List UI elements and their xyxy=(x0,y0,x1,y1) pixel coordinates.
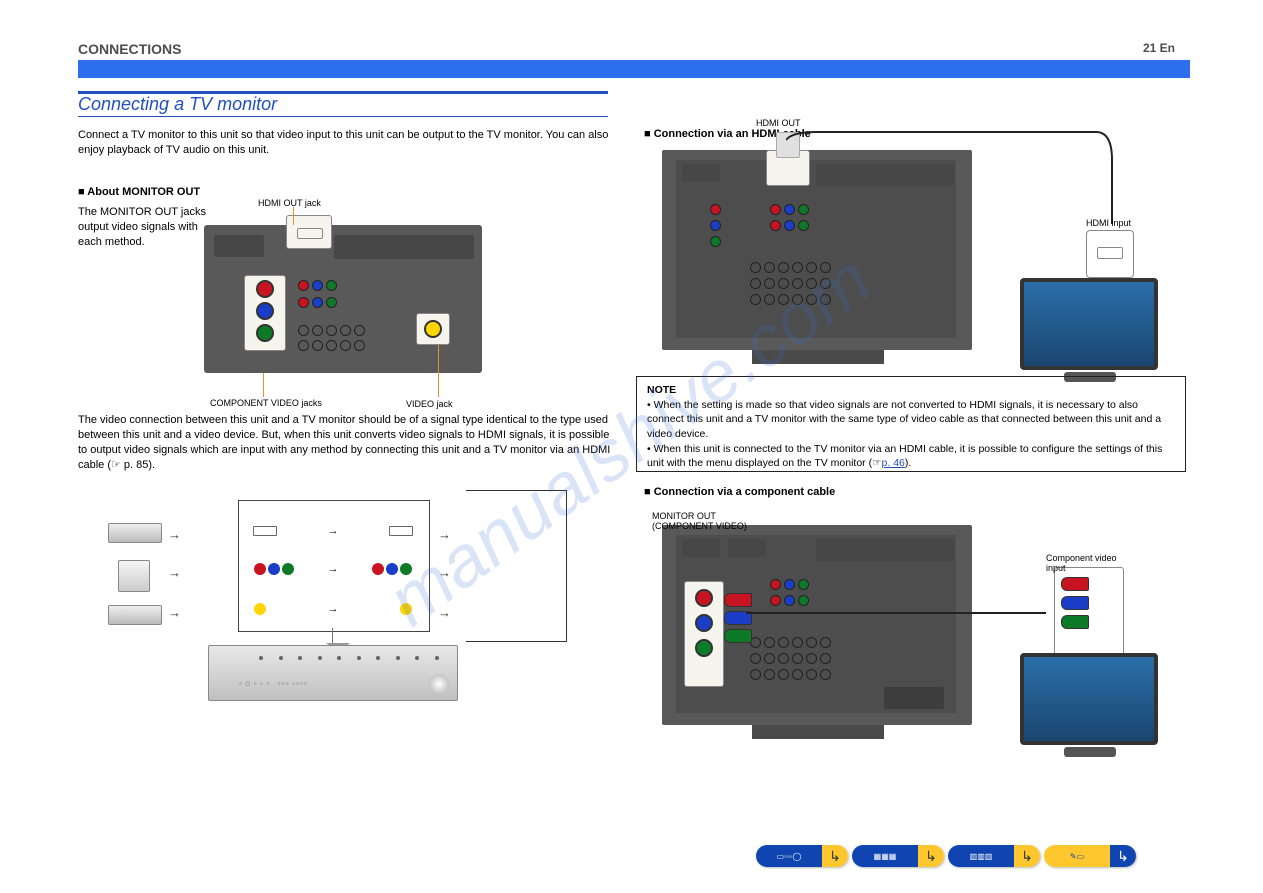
display-nav-button[interactable]: ▥▥▥↳ xyxy=(948,845,1040,867)
receiver-role-text: The video connection between this unit a… xyxy=(78,413,618,472)
routing-row: → xyxy=(253,563,413,575)
label-component: COMPONENT VIDEO jacks xyxy=(210,398,322,408)
section-title: Connecting a TV monitor xyxy=(78,94,277,115)
front-panel-nav-button[interactable]: ▭◦◦◦◯↳ xyxy=(756,845,848,867)
cable-line xyxy=(746,609,1056,629)
cable-line xyxy=(786,130,1126,250)
component-out-highlight xyxy=(684,581,724,687)
page-ref-link[interactable]: p. 46 xyxy=(882,457,905,469)
video-highlight xyxy=(416,313,450,345)
component-highlight xyxy=(244,275,286,351)
hdmi-connection-diagram: HDMI OUT HDMI input xyxy=(662,150,1152,372)
fig2-title: ■ Connection via a component cable xyxy=(644,486,835,498)
leader-line xyxy=(293,207,294,225)
note-bullet: When the setting is made so that video s… xyxy=(647,399,1161,440)
source-device-icon xyxy=(108,605,162,625)
rear-panel-nav-button[interactable]: ▦▦▦↳ xyxy=(852,845,944,867)
monitor-out-diagram xyxy=(204,225,482,373)
label-component-input: Component video input xyxy=(1046,553,1136,573)
intro-text: Connect a TV monitor to this unit so tha… xyxy=(78,128,618,158)
label-hdmi-out: HDMI OUT xyxy=(756,118,801,128)
source-device-icon xyxy=(108,523,162,543)
note-bullet-tail: ). xyxy=(905,457,911,469)
source-device-icon xyxy=(118,560,150,592)
about-text: The MONITOR OUT jacks output video signa… xyxy=(78,205,218,250)
hdmi-input-bubble xyxy=(1086,230,1134,278)
note-heading: NOTE xyxy=(647,384,676,396)
routing-diagram: → → → → → → → → → ○ ▢ ○ ○ ○ ○○○ ○○○○ xyxy=(108,485,558,710)
routing-row: → xyxy=(253,603,413,615)
label-hdmi-input: HDMI input xyxy=(1086,218,1131,228)
tv-icon xyxy=(1020,653,1158,745)
footer-nav-icons: ▭◦◦◦◯↳ ▦▦▦↳ ▥▥▥↳ ✎▭↳ xyxy=(756,845,1136,867)
remote-nav-button[interactable]: ✎▭↳ xyxy=(1044,845,1136,867)
header-bar xyxy=(78,60,1190,78)
header-section: CONNECTIONS xyxy=(78,41,181,57)
routing-row: → xyxy=(253,525,413,537)
tv-icon xyxy=(1020,278,1158,370)
about-title: ■ About MONITOR OUT xyxy=(78,186,200,198)
note-box: NOTE • When the setting is made so that … xyxy=(636,376,1186,472)
leader-line xyxy=(438,345,439,397)
page-number: 21 En xyxy=(1143,41,1175,55)
label-video: VIDEO jack xyxy=(406,399,453,409)
component-input-bubble xyxy=(1054,567,1124,659)
lang-code: En xyxy=(1160,41,1175,55)
page-number-value: 21 xyxy=(1143,41,1156,55)
label-monitor-out: MONITOR OUT (COMPONENT VIDEO) xyxy=(652,511,762,531)
amplifier-icon: ○ ▢ ○ ○ ○ ○○○ ○○○○ xyxy=(208,645,458,701)
label-hdmi-out: HDMI OUT jack xyxy=(258,198,321,208)
component-connection-diagram: MONITOR OUT (COMPONENT VIDEO) Component … xyxy=(662,525,1152,757)
leader-line xyxy=(263,373,264,397)
